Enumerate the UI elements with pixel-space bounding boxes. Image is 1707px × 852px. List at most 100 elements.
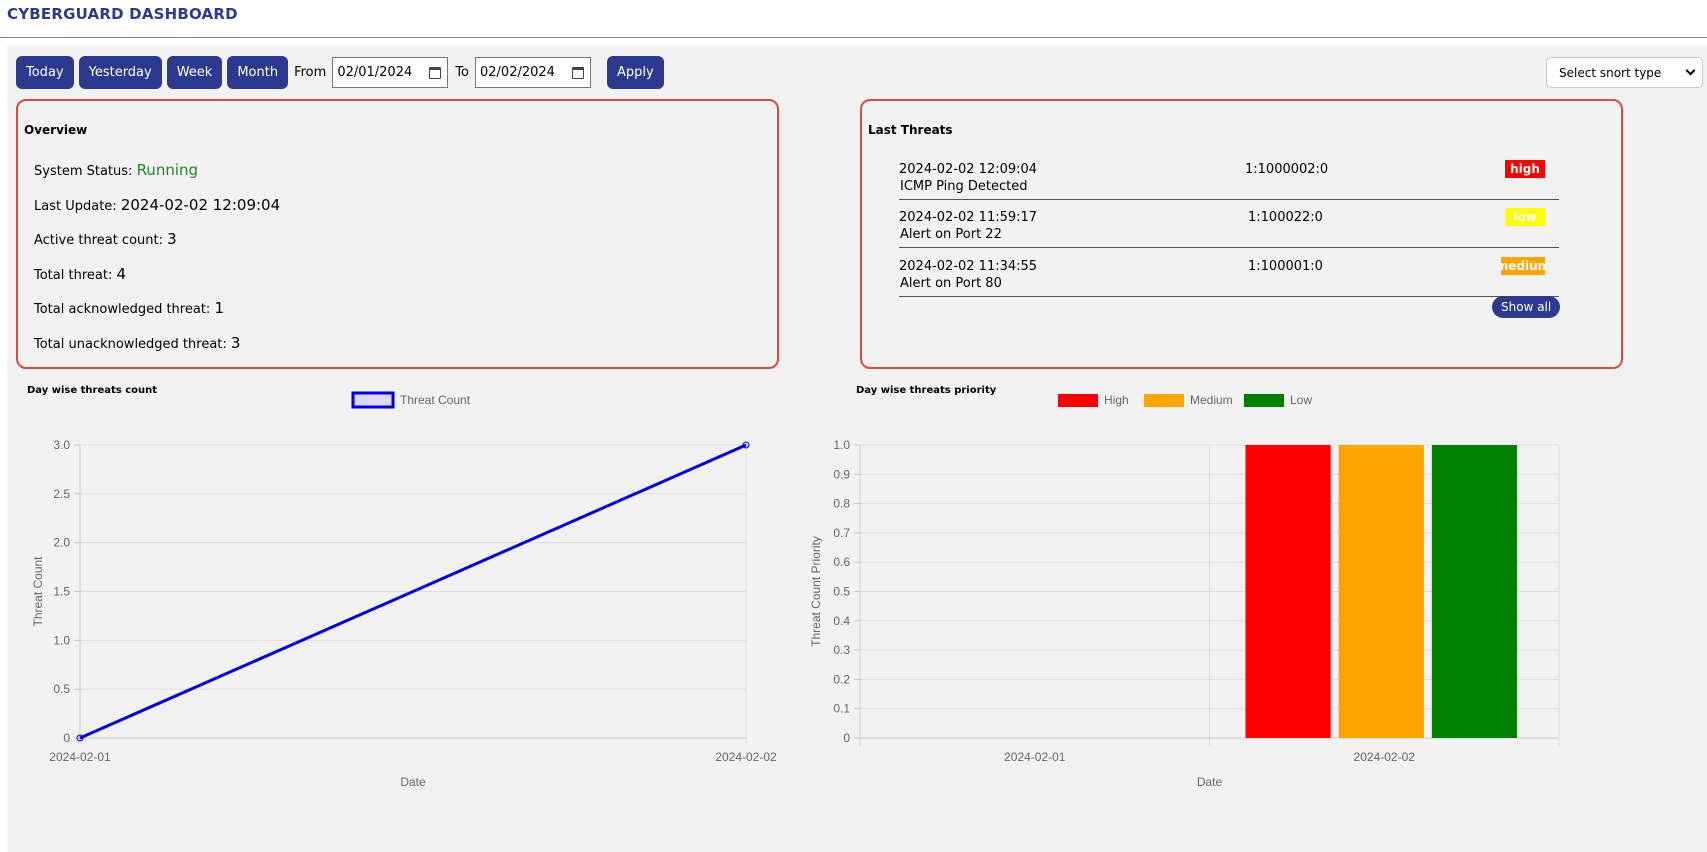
legend-label: Threat Count xyxy=(400,393,471,407)
week-button[interactable]: Week xyxy=(166,56,223,89)
threat-time: 2024-02-02 11:34:55 xyxy=(899,259,1038,274)
y-tick-label: 1.0 xyxy=(53,633,70,647)
date-toolbar: Today Yesterday Week Month From 02/01/20… xyxy=(16,56,669,89)
system-status-row: System Status: Running xyxy=(34,161,198,179)
last-threats-card: Last Threats 2024-02-02 12:09:04 1:10000… xyxy=(860,99,1623,369)
priority-badge: high xyxy=(1505,160,1545,178)
bar xyxy=(1245,445,1331,738)
last-threats-title: Last Threats xyxy=(868,123,953,137)
legend-label: Medium xyxy=(1190,393,1233,407)
y-tick-label: 0.8 xyxy=(833,497,850,511)
legend-swatch xyxy=(1144,394,1184,407)
active-threat-label: Active threat count: xyxy=(34,233,163,248)
line-chart-title: Day wise threats count xyxy=(27,385,158,396)
y-tick-label: 1.0 xyxy=(833,438,850,452)
priority-badge: medium xyxy=(1501,257,1545,275)
data-point xyxy=(76,734,84,742)
page-title: CYBERGUARD DASHBOARD xyxy=(7,5,238,23)
active-threat-row: Active threat count: 3 xyxy=(34,230,177,248)
y-tick-label: 2.0 xyxy=(53,536,70,550)
show-all-button[interactable]: Show all xyxy=(1492,296,1561,318)
apply-button[interactable]: Apply xyxy=(607,56,664,89)
x-tick-label: 2024-02-01 xyxy=(1004,750,1066,764)
legend-swatch xyxy=(1244,394,1284,407)
threat-sid: 1:100001:0 xyxy=(1248,259,1323,274)
legend-label: High xyxy=(1104,393,1129,407)
y-tick-label: 0.9 xyxy=(833,467,850,481)
bar-chart: 0 0.1 0.2 0.3 0.4 0.5 0.6 0.7 0.8 0.9 1.0 2024-02-0… xyxy=(809,393,1560,789)
x-tick-label: 2024-02-01 xyxy=(49,750,111,764)
total-ack-value: 1 xyxy=(214,299,224,317)
threat-message: Alert on Port 22 xyxy=(900,227,1002,242)
y-tick-label: 0 xyxy=(63,731,70,745)
to-date-value: 02/02/2024 xyxy=(480,65,555,80)
from-date-value: 02/01/2024 xyxy=(337,65,413,80)
y-tick-label: 3.0 xyxy=(53,438,70,452)
y-tick-label: 0 xyxy=(843,731,850,745)
x-tick-label: 2024-02-02 xyxy=(1354,750,1416,764)
y-tick-label: 0.5 xyxy=(53,682,70,696)
total-threat-value: 4 xyxy=(116,265,127,283)
calendar-icon[interactable] xyxy=(429,66,442,79)
from-date-input[interactable]: 02/01/2024 xyxy=(332,57,449,88)
threat-row[interactable]: 2024-02-02 11:34:55 1:100001:0 Alert on … xyxy=(899,251,1559,297)
y-axis-title: Threat Count xyxy=(31,556,45,627)
x-axis-title: Date xyxy=(1197,775,1223,789)
calendar-icon[interactable] xyxy=(572,66,584,79)
y-tick-label: 0.7 xyxy=(833,526,850,540)
bar-chart-title: Day wise threats priority xyxy=(856,385,997,396)
system-status-value: Running xyxy=(136,161,199,179)
priority-badge: low xyxy=(1505,208,1545,226)
last-update-row: Last Update: 2024-02-02 12:09:04 xyxy=(34,196,280,214)
from-label: From xyxy=(294,65,327,80)
legend-label: Low xyxy=(1290,393,1312,407)
line-chart: 0 0.5 1.0 1.5 2.0 2.5 3.0 2024-02-01 2024-02-02 D… xyxy=(31,391,777,789)
threat-time: 2024-02-02 12:09:04 xyxy=(899,162,1038,177)
to-date-input[interactable]: 02/02/2024 xyxy=(475,57,591,88)
total-threat-row: Total threat: 4 xyxy=(34,265,126,283)
threat-sid: 1:100022:0 xyxy=(1248,210,1323,225)
system-status-label: System Status: xyxy=(34,164,133,179)
threat-time: 2024-02-02 11:59:17 xyxy=(899,210,1038,225)
y-tick-label: 2.5 xyxy=(53,487,70,501)
legend-swatch xyxy=(1058,394,1098,407)
total-unack-label: Total unacknowledged threat: xyxy=(34,337,227,352)
month-button[interactable]: Month xyxy=(227,56,289,89)
threat-message: ICMP Ping Detected xyxy=(900,179,1028,194)
total-ack-row: Total acknowledged threat: 1 xyxy=(34,299,224,317)
data-point xyxy=(742,441,750,449)
threat-row[interactable]: 2024-02-02 12:09:04 1:1000002:0 ICMP Pin… xyxy=(899,154,1559,200)
to-label: To xyxy=(455,65,469,80)
bar xyxy=(1431,445,1518,738)
chevron-down-icon xyxy=(1685,65,1696,76)
today-button[interactable]: Today xyxy=(16,56,74,89)
y-tick-label: 0.5 xyxy=(833,585,850,599)
last-update-label: Last Update: xyxy=(34,199,117,214)
total-unack-row: Total unacknowledged threat: 3 xyxy=(34,334,240,352)
x-axis-title: Date xyxy=(400,775,426,789)
active-threat-value: 3 xyxy=(167,230,177,248)
y-tick-label: 0.1 xyxy=(833,702,850,716)
total-ack-label: Total acknowledged threat: xyxy=(34,302,211,317)
yesterday-button[interactable]: Yesterday xyxy=(78,56,162,89)
header-bar: CYBERGUARD DASHBOARD xyxy=(0,0,1707,38)
overview-title: Overview xyxy=(24,123,88,137)
y-tick-label: 0.4 xyxy=(833,614,850,628)
snort-type-value: Select snort type xyxy=(1559,65,1662,80)
y-tick-label: 0.2 xyxy=(833,672,850,686)
last-update-value: 2024-02-02 12:09:04 xyxy=(120,196,281,214)
bar xyxy=(1338,445,1424,738)
snort-type-select[interactable]: Select snort type xyxy=(1546,57,1703,88)
threat-sid: 1:1000002:0 xyxy=(1245,162,1329,177)
x-tick-label: 2024-02-02 xyxy=(715,750,777,764)
y-tick-label: 0.3 xyxy=(833,643,850,657)
threat-row[interactable]: 2024-02-02 11:59:17 1:100022:0 Alert on … xyxy=(899,202,1559,248)
overview-card: Overview System Status: Running Last Upd… xyxy=(16,99,779,369)
total-unack-value: 3 xyxy=(230,334,241,352)
threat-message: Alert on Port 80 xyxy=(900,276,1002,291)
total-threat-label: Total threat: xyxy=(34,268,113,283)
y-axis-title: Threat Count Priority xyxy=(809,536,823,647)
y-tick-label: 0.6 xyxy=(833,555,850,569)
legend-swatch xyxy=(351,391,395,409)
y-tick-label: 1.5 xyxy=(53,585,70,599)
